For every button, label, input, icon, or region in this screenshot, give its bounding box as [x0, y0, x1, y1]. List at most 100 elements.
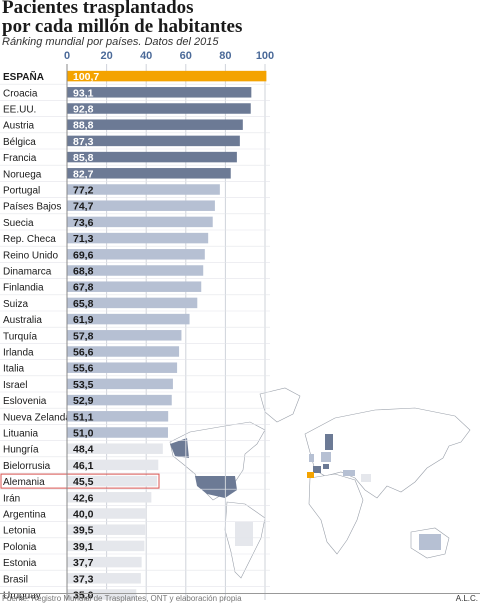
- data-label: 61,9: [73, 314, 94, 326]
- bar: [67, 589, 137, 600]
- data-label: 37,7: [73, 557, 94, 569]
- map-africa: [308, 473, 364, 555]
- data-label: 56,6: [73, 347, 94, 359]
- category-label: Turquía: [3, 331, 38, 342]
- bar: [67, 265, 204, 276]
- source-note: Fuente: Registro Mundial de Trasplantes,…: [2, 594, 242, 603]
- bar: [67, 573, 141, 584]
- map-north-america: [169, 421, 266, 501]
- data-label: 87,3: [73, 136, 94, 148]
- x-tick-label: 0: [64, 50, 70, 62]
- x-tick-label: 80: [219, 50, 231, 62]
- x-tick-label: 60: [180, 50, 192, 62]
- bar: [67, 508, 147, 519]
- bar: [67, 184, 220, 195]
- map-alaska: [170, 438, 189, 458]
- category-label: Hungría: [3, 445, 39, 456]
- category-label: Eslovenia: [3, 396, 47, 407]
- map-croatia-austria: [323, 464, 329, 469]
- category-label: Brasil: [3, 574, 28, 585]
- title-line-2: por cada millón de habitantes: [2, 16, 243, 37]
- map-france-belgium: [313, 466, 321, 473]
- data-label: 65,8: [73, 298, 94, 310]
- bar: [67, 459, 159, 471]
- map-central-europe: [321, 452, 331, 462]
- category-label: Francia: [3, 153, 37, 164]
- bar: [67, 313, 190, 325]
- data-label: 46,1: [73, 460, 94, 472]
- bar: [67, 135, 240, 147]
- bar: [67, 249, 205, 260]
- x-tick-label: 40: [140, 50, 152, 62]
- data-label: 82,7: [73, 168, 94, 180]
- data-label: 71,3: [73, 233, 94, 245]
- bar: [67, 475, 158, 487]
- data-label: 88,8: [73, 120, 94, 132]
- bar: [67, 330, 182, 341]
- chart-title: Pacientes trasplantados por cada millón …: [2, 0, 302, 36]
- bar: [67, 378, 173, 390]
- category-label: Uruguay: [3, 591, 41, 601]
- category-label: Reino Unido: [3, 250, 58, 261]
- world-map-illustration: [169, 387, 471, 579]
- data-label: 55,6: [73, 363, 94, 375]
- bar: [67, 346, 180, 357]
- category-label: Polonia: [3, 542, 37, 553]
- category-label: Nueva Zelanda: [3, 412, 71, 423]
- category-label: Dinamarca: [3, 267, 52, 278]
- category-label: Croacia: [3, 88, 38, 99]
- bar: [67, 200, 215, 211]
- data-label: 42,6: [73, 492, 94, 504]
- category-label: Letonia: [3, 526, 36, 537]
- category-label: Irlanda: [3, 348, 34, 359]
- data-label: 92,8: [73, 104, 94, 116]
- bar: [67, 427, 168, 438]
- category-label: Israel: [3, 380, 27, 391]
- data-label: 40,0: [73, 509, 94, 521]
- bar: [67, 216, 213, 228]
- bar: [67, 103, 251, 114]
- bar: [67, 168, 231, 179]
- bar: [67, 70, 267, 82]
- map-norway-sweden: [325, 434, 333, 450]
- data-label: 51,0: [73, 428, 94, 440]
- category-label: Austria: [3, 121, 35, 132]
- bar: [67, 556, 142, 568]
- data-label: 69,6: [73, 249, 94, 261]
- category-label: Alemania: [3, 477, 45, 488]
- category-label: Suiza: [3, 299, 28, 310]
- category-label: Italia: [3, 364, 25, 375]
- category-label: Bielorrusia: [3, 461, 51, 472]
- data-label: 67,8: [73, 282, 94, 294]
- x-tick-label: 20: [100, 50, 112, 62]
- data-label: 52,9: [73, 395, 94, 407]
- bar: [67, 394, 172, 406]
- map-turkey: [343, 470, 355, 476]
- bar: [67, 151, 237, 163]
- map-usa: [195, 476, 237, 498]
- map-spain: [307, 472, 314, 478]
- category-label: Argentina: [3, 510, 46, 521]
- category-label: Lituania: [3, 429, 38, 440]
- bar: [67, 87, 252, 98]
- highlight-box: [0, 473, 160, 489]
- bar: [67, 281, 202, 292]
- data-label: 53,5: [73, 379, 94, 391]
- data-label: 51,1: [73, 411, 94, 423]
- data-label: 93,1: [73, 87, 94, 99]
- data-label: 39,1: [73, 541, 94, 553]
- bar: [67, 443, 163, 454]
- category-label: Países Bajos: [3, 202, 61, 213]
- category-label: Rep. Checa: [3, 234, 56, 245]
- bar: [67, 411, 169, 422]
- x-tick-label: 100: [256, 50, 274, 62]
- category-label: Australia: [3, 315, 42, 326]
- map-argentina-brazil: [235, 522, 253, 546]
- category-label: Portugal: [3, 186, 40, 197]
- map-iran: [361, 474, 371, 482]
- title-line-1: Pacientes trasplantados: [2, 0, 194, 18]
- category-label: ESPAÑA: [3, 70, 44, 83]
- data-label: 57,8: [73, 330, 94, 342]
- bar: [67, 492, 152, 503]
